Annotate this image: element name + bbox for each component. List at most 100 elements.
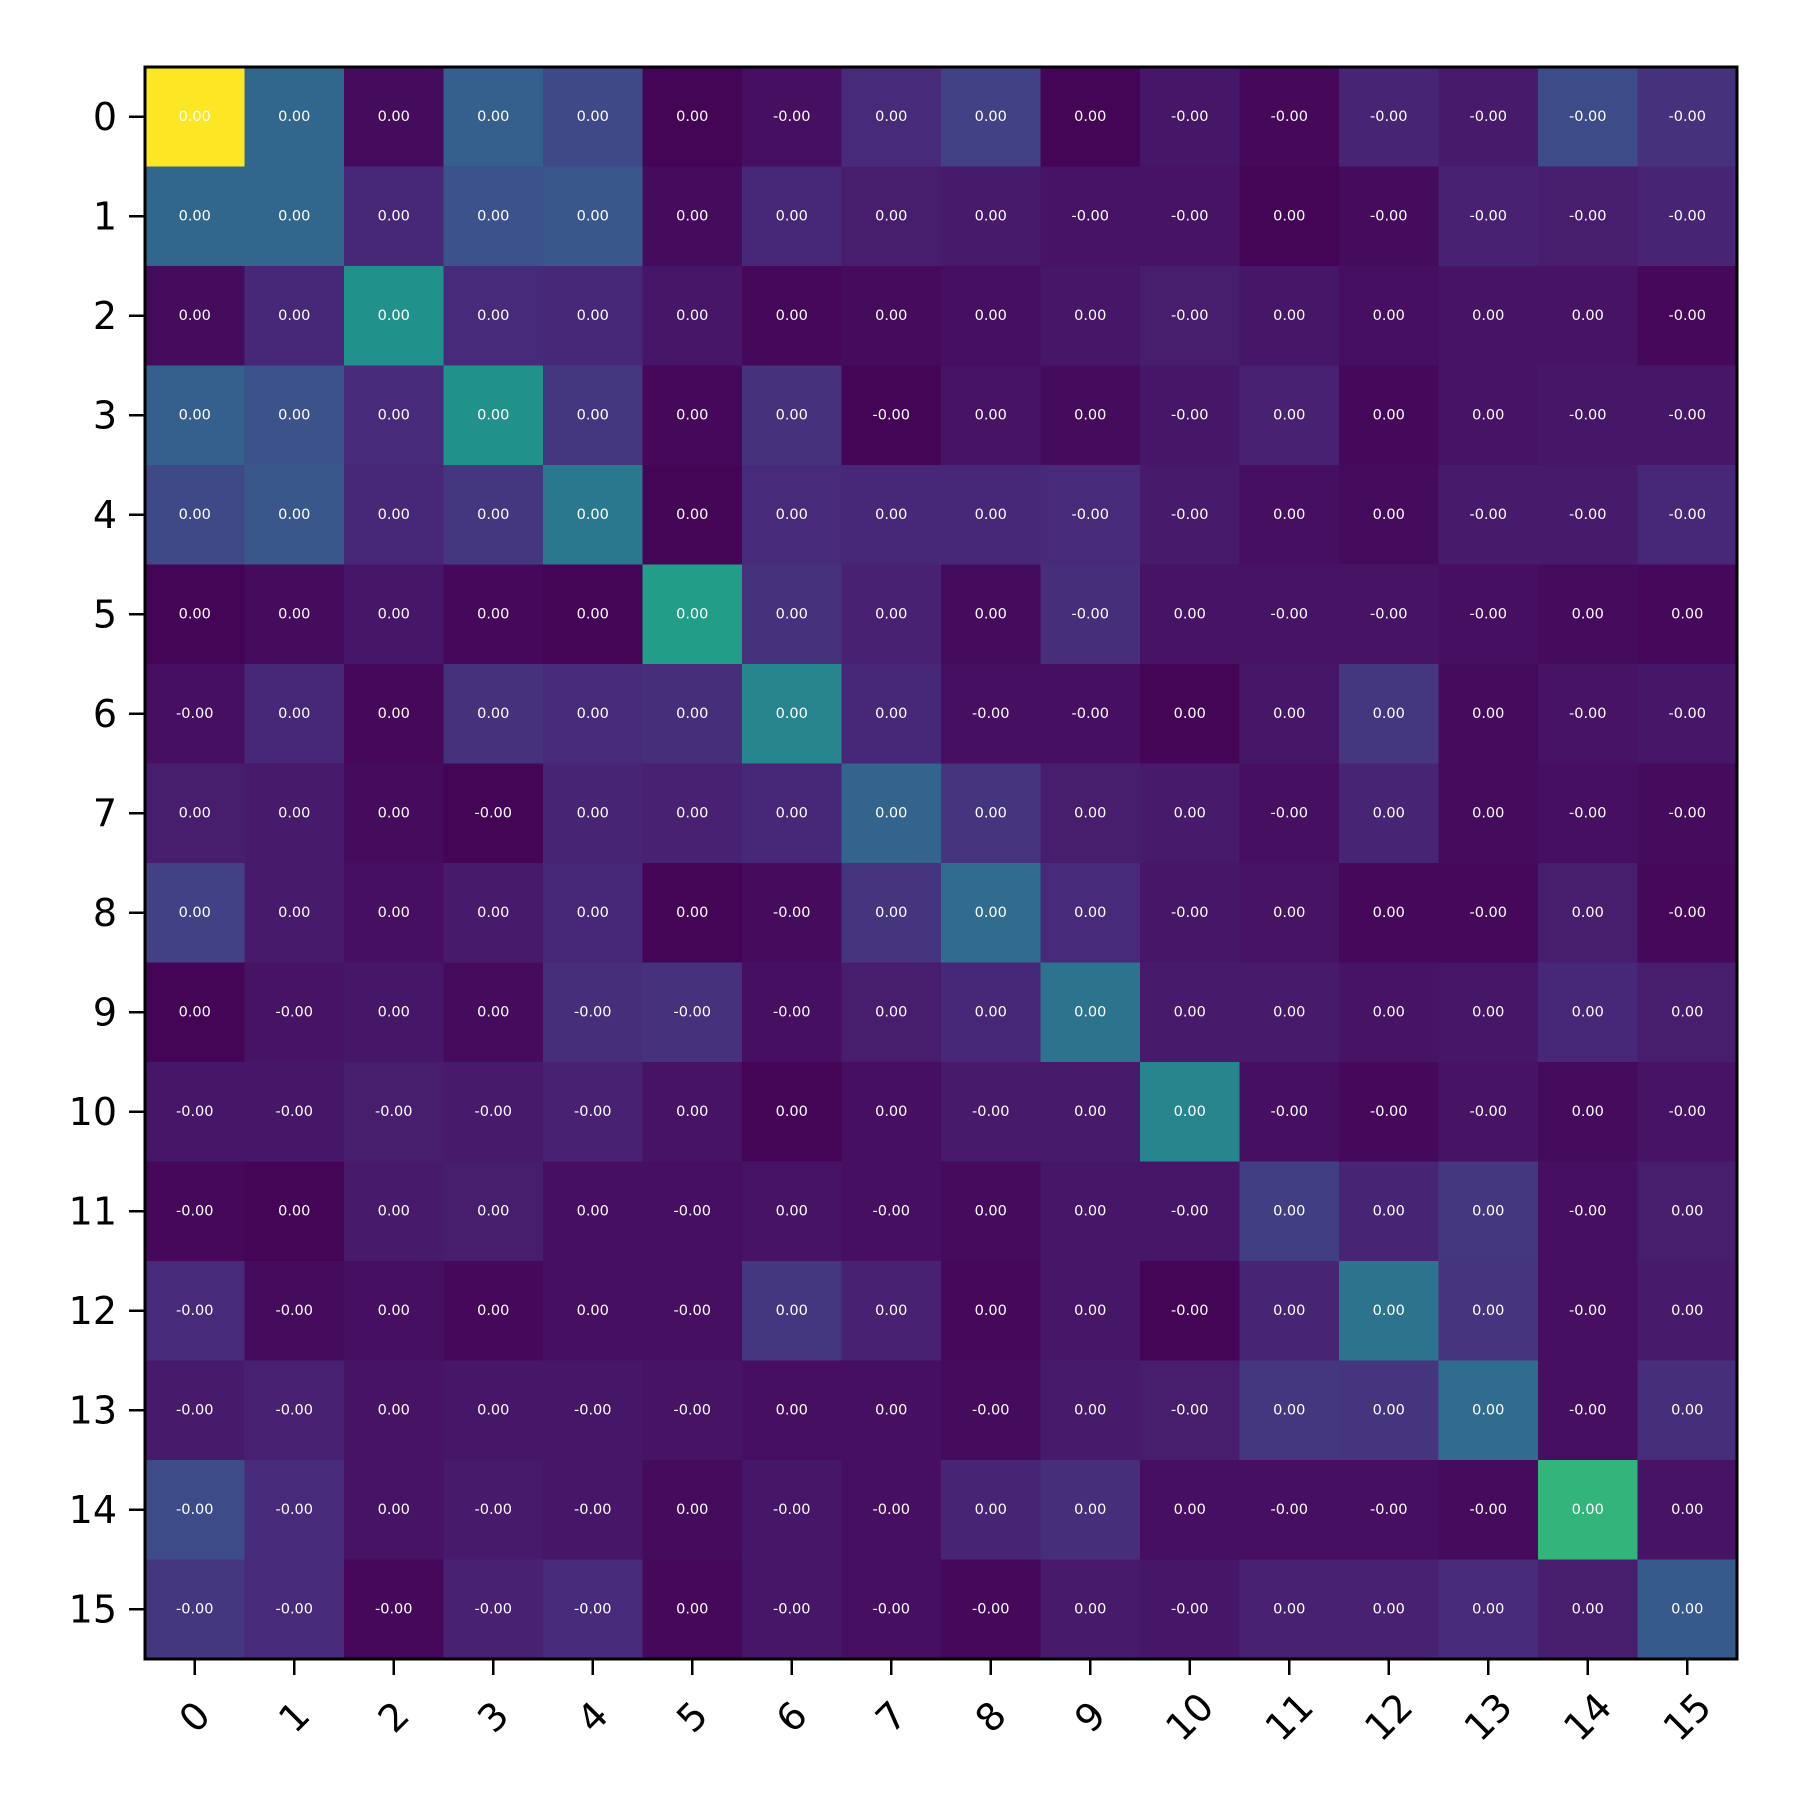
- heatmap-cell-12-0: [145, 1261, 245, 1361]
- heatmap-cell-11-11: [1239, 1161, 1340, 1262]
- cell-label-15-10: -0.00: [1171, 1601, 1209, 1617]
- cell-label-7-2: 0.00: [378, 805, 410, 821]
- y-tick-label-9: 9: [93, 990, 117, 1034]
- cell-label-2-1: 0.00: [278, 308, 310, 324]
- heatmap-cell-14-10: [1140, 1460, 1240, 1560]
- cell-label-1-7: 0.00: [875, 208, 907, 224]
- cell-label-15-2: -0.00: [375, 1601, 413, 1617]
- cell-label-6-5: 0.00: [676, 706, 708, 722]
- y-tick-label-14: 14: [69, 1488, 117, 1532]
- cell-label-13-10: -0.00: [1171, 1402, 1209, 1418]
- heatmap-cell-4-6: [742, 465, 842, 565]
- heatmap-cell-4-10: [1140, 465, 1240, 565]
- y-tick-label-6: 6: [93, 692, 117, 736]
- heatmap-cell-10-11: [1239, 1062, 1340, 1162]
- cell-label-8-3: 0.00: [477, 905, 509, 921]
- cell-label-11-8: 0.00: [975, 1203, 1007, 1219]
- cell-label-7-0: 0.00: [179, 805, 211, 821]
- cell-label-3-1: 0.00: [278, 407, 310, 423]
- cell-label-12-6: 0.00: [776, 1303, 808, 1319]
- heatmap-cell-8-5: [642, 863, 743, 963]
- heatmap-cell-4-12: [1339, 465, 1439, 565]
- heatmap-cell-0-7: [841, 67, 942, 167]
- cell-label-2-3: 0.00: [477, 308, 509, 324]
- heatmap-cell-1-15: [1637, 166, 1738, 267]
- cell-label-9-14: 0.00: [1572, 1004, 1604, 1020]
- cell-label-10-7: 0.00: [875, 1104, 907, 1120]
- cell-label-14-1: -0.00: [275, 1502, 313, 1518]
- cell-label-13-13: 0.00: [1472, 1402, 1504, 1418]
- cell-label-8-4: 0.00: [577, 905, 609, 921]
- cell-label-7-10: 0.00: [1174, 805, 1206, 821]
- heatmap-cell-7-8: [941, 763, 1041, 864]
- cell-label-11-3: 0.00: [477, 1203, 509, 1219]
- cell-label-14-12: -0.00: [1370, 1502, 1408, 1518]
- heatmap-cell-9-4: [543, 962, 643, 1063]
- heatmap-cell-10-14: [1538, 1062, 1638, 1162]
- heatmap-cell-4-13: [1438, 465, 1539, 565]
- cell-label-8-2: 0.00: [378, 905, 410, 921]
- cell-label-2-15: -0.00: [1668, 308, 1706, 324]
- cell-label-15-12: 0.00: [1373, 1601, 1405, 1617]
- heatmap-cell-1-10: [1140, 166, 1240, 267]
- heatmap-cell-8-10: [1140, 863, 1240, 963]
- heatmap-cell-12-12: [1339, 1261, 1439, 1361]
- cell-label-3-8: 0.00: [975, 407, 1007, 423]
- heatmap-cell-15-2: [344, 1559, 444, 1660]
- cell-label-12-11: 0.00: [1273, 1303, 1305, 1319]
- heatmap-cell-15-13: [1438, 1559, 1539, 1660]
- heatmap-cell-10-5: [642, 1062, 743, 1162]
- cell-label-14-13: -0.00: [1469, 1502, 1507, 1518]
- heatmap-cell-2-2: [344, 266, 444, 366]
- cell-label-4-6: 0.00: [776, 507, 808, 523]
- heatmap-cell-7-1: [244, 763, 345, 864]
- cell-label-10-14: 0.00: [1572, 1104, 1604, 1120]
- heatmap-cell-8-4: [543, 863, 643, 963]
- x-tick-label-12: 12: [1356, 1684, 1421, 1749]
- cell-label-13-5: -0.00: [673, 1402, 711, 1418]
- heatmap-cell-9-8: [941, 962, 1041, 1063]
- cell-label-14-9: 0.00: [1074, 1502, 1106, 1518]
- heatmap-cell-14-4: [543, 1460, 643, 1560]
- cell-label-12-3: 0.00: [477, 1303, 509, 1319]
- heatmap-cell-12-8: [941, 1261, 1041, 1361]
- heatmap-cell-6-8: [941, 664, 1041, 764]
- cell-label-4-3: 0.00: [477, 507, 509, 523]
- x-tick-label-1: 1: [270, 1693, 318, 1741]
- heatmap-cell-7-3: [443, 763, 544, 864]
- cell-label-3-13: 0.00: [1472, 407, 1504, 423]
- heatmap-cell-10-0: [145, 1062, 245, 1162]
- heatmap-cell-1-4: [543, 166, 643, 267]
- cell-label-7-1: 0.00: [278, 805, 310, 821]
- cell-label-9-13: 0.00: [1472, 1004, 1504, 1020]
- heatmap-cell-2-5: [642, 266, 743, 366]
- cell-label-14-0: -0.00: [176, 1502, 214, 1518]
- cell-label-4-13: -0.00: [1469, 507, 1507, 523]
- heatmap-cell-15-7: [841, 1559, 942, 1660]
- cell-label-8-9: 0.00: [1074, 905, 1106, 921]
- heatmap-cell-12-15: [1637, 1261, 1738, 1361]
- cell-label-2-5: 0.00: [676, 308, 708, 324]
- cell-label-2-9: 0.00: [1074, 308, 1106, 324]
- heatmap-cell-0-12: [1339, 67, 1439, 167]
- cell-label-1-4: 0.00: [577, 208, 609, 224]
- heatmap-cell-14-7: [841, 1460, 942, 1560]
- heatmap-cell-15-4: [543, 1559, 643, 1660]
- cell-label-6-10: 0.00: [1174, 706, 1206, 722]
- cell-label-1-1: 0.00: [278, 208, 310, 224]
- cell-label-14-14: 0.00: [1572, 1502, 1604, 1518]
- cell-label-13-2: 0.00: [378, 1402, 410, 1418]
- cell-label-13-6: 0.00: [776, 1402, 808, 1418]
- heatmap-cell-9-6: [742, 962, 842, 1063]
- heatmap-cell-13-9: [1040, 1360, 1141, 1461]
- cell-label-8-12: 0.00: [1373, 905, 1405, 921]
- heatmap-cell-11-2: [344, 1161, 444, 1262]
- heatmap-cell-2-6: [742, 266, 842, 366]
- heatmap-cell-5-12: [1339, 564, 1439, 665]
- heatmap-cell-7-0: [145, 763, 245, 864]
- cell-label-0-10: -0.00: [1171, 109, 1209, 125]
- heatmap-cell-6-12: [1339, 664, 1439, 764]
- cell-label-4-12: 0.00: [1373, 507, 1405, 523]
- cell-label-9-11: 0.00: [1273, 1004, 1305, 1020]
- heatmap-cell-13-14: [1538, 1360, 1638, 1461]
